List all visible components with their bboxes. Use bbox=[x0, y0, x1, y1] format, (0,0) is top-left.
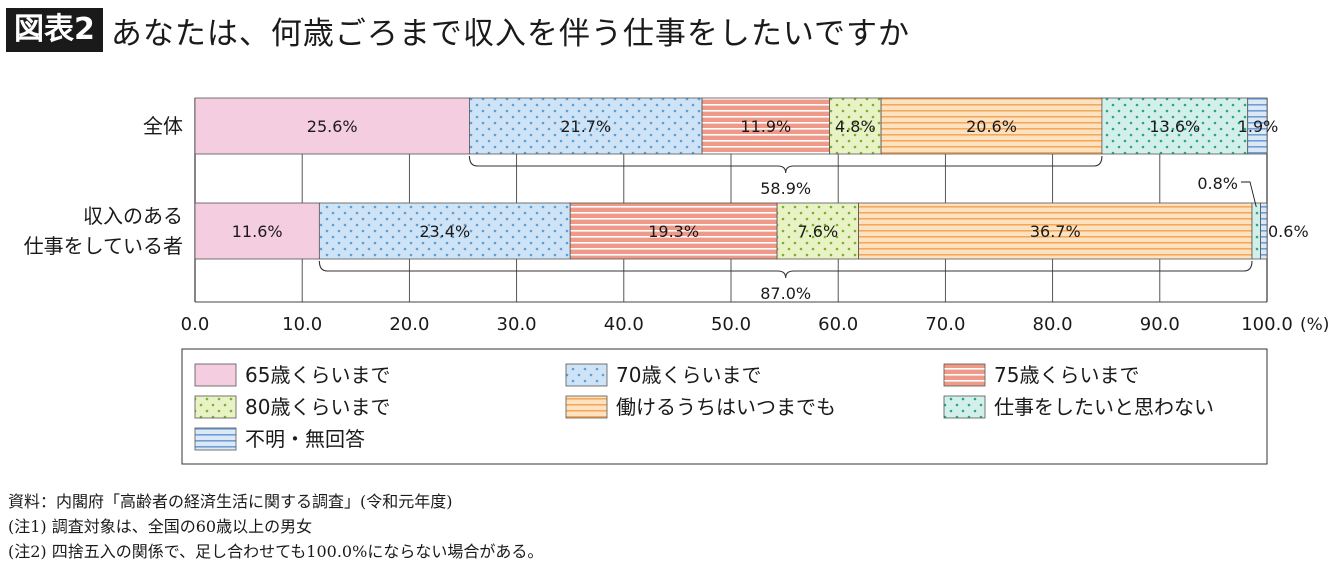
data-label: 13.6% bbox=[1149, 117, 1200, 136]
legend-swatch bbox=[943, 363, 986, 387]
x-tick-label: 0.0 bbox=[181, 314, 210, 335]
bar-segment bbox=[318, 202, 571, 260]
x-tick-label: 90.0 bbox=[1140, 314, 1180, 335]
legend-swatch bbox=[194, 427, 237, 451]
bracket-label: 58.9% bbox=[760, 179, 811, 198]
data-label: 25.6% bbox=[307, 117, 358, 136]
bar-segment bbox=[776, 202, 859, 260]
category-label: 全体 bbox=[143, 114, 183, 138]
bracket bbox=[318, 260, 1253, 279]
category-label: 仕事をしている者 bbox=[24, 234, 183, 258]
bracket-label: 87.0% bbox=[760, 284, 811, 303]
data-label: 4.8% bbox=[835, 117, 876, 136]
legend-swatch bbox=[565, 363, 608, 387]
bar-segment bbox=[829, 97, 882, 155]
legend-label: 65歳くらいまで bbox=[245, 363, 390, 387]
data-label: 0.8% bbox=[1197, 174, 1238, 193]
legend-label: 70歳くらいまで bbox=[616, 363, 761, 387]
chart-title: あなたは、何歳ごろまで収入を伴う仕事をしたいですか bbox=[110, 15, 910, 52]
legend-swatch bbox=[943, 395, 986, 419]
legend: 65歳くらいまで 70歳くらいまで 75歳くらいまで 80歳くらいまで 働けるうちはいつ… bbox=[181, 348, 1268, 465]
stacked-bar-chart: 0.0 10.0 20.0 30.0 40.0 50.0 60.0 70.0 80.0 90.0 1… bbox=[24, 97, 1329, 465]
leader-line bbox=[1241, 181, 1257, 208]
data-label: 7.6% bbox=[798, 222, 839, 241]
x-tick-label: 20.0 bbox=[389, 314, 429, 335]
note-2: (注2) 四捨五入の関係で、足し合わせても100.0%にならない場合がある。 bbox=[8, 542, 544, 561]
legend-box bbox=[181, 348, 1268, 465]
data-label: 1.9% bbox=[1238, 117, 1279, 136]
legend-label: 働けるうちはいつまでも bbox=[616, 395, 836, 419]
data-label: 36.7% bbox=[1030, 222, 1081, 241]
note-source: 資料：内閣府「高齢者の経済生活に関する調査」(令和元年度) bbox=[8, 492, 453, 511]
x-tick-label: 60.0 bbox=[818, 314, 858, 335]
bracket bbox=[468, 155, 1103, 174]
legend-label: 仕事をしたいと思わない bbox=[994, 395, 1214, 419]
figure-number-badge: 図表2 bbox=[6, 8, 103, 52]
x-tick-label: 30.0 bbox=[497, 314, 537, 335]
data-label: 21.7% bbox=[560, 117, 611, 136]
x-tick-label: 40.0 bbox=[604, 314, 644, 335]
bar-segment bbox=[880, 97, 1103, 155]
bar-segment bbox=[1260, 202, 1268, 260]
bar-segment bbox=[1101, 97, 1249, 155]
bar-segment bbox=[1251, 202, 1261, 260]
legend-swatch bbox=[565, 395, 608, 419]
legend-swatch bbox=[194, 363, 237, 387]
x-tick-label: 10.0 bbox=[282, 314, 322, 335]
x-tick-label: 70.0 bbox=[925, 314, 965, 335]
data-label: 0.6% bbox=[1268, 222, 1309, 241]
note-1: (注1) 調査対象は、全国の60歳以上の男女 bbox=[8, 517, 313, 536]
bar-segment bbox=[701, 97, 831, 155]
legend-label: 不明・無回答 bbox=[245, 427, 365, 451]
data-label: 23.4% bbox=[419, 222, 470, 241]
data-label: 20.6% bbox=[966, 117, 1017, 136]
x-tick-label: 80.0 bbox=[1033, 314, 1073, 335]
chart-title-row: 図表2 あなたは、何歳ごろまで収入を伴う仕事をしたいですか bbox=[6, 6, 910, 54]
bar-segment bbox=[858, 202, 1253, 260]
x-tick-label: 100.0 bbox=[1241, 314, 1293, 335]
source-notes: 資料：内閣府「高齢者の経済生活に関する調査」(令和元年度) (注1) 調査対象は… bbox=[8, 489, 543, 564]
x-tick-label: 50.0 bbox=[711, 314, 751, 335]
data-label: 19.3% bbox=[648, 222, 699, 241]
bar-segment bbox=[194, 202, 320, 260]
legend-swatch bbox=[194, 395, 237, 419]
category-label: 収入のある bbox=[83, 204, 183, 228]
data-label: 11.6% bbox=[232, 222, 283, 241]
data-label: 11.9% bbox=[740, 117, 791, 136]
bar-segment bbox=[569, 202, 778, 260]
legend-label: 80歳くらいまで bbox=[245, 395, 390, 419]
legend-label: 75歳くらいまで bbox=[994, 363, 1139, 387]
x-axis-unit: (%) bbox=[1300, 315, 1329, 335]
bar-segment bbox=[1247, 97, 1268, 155]
